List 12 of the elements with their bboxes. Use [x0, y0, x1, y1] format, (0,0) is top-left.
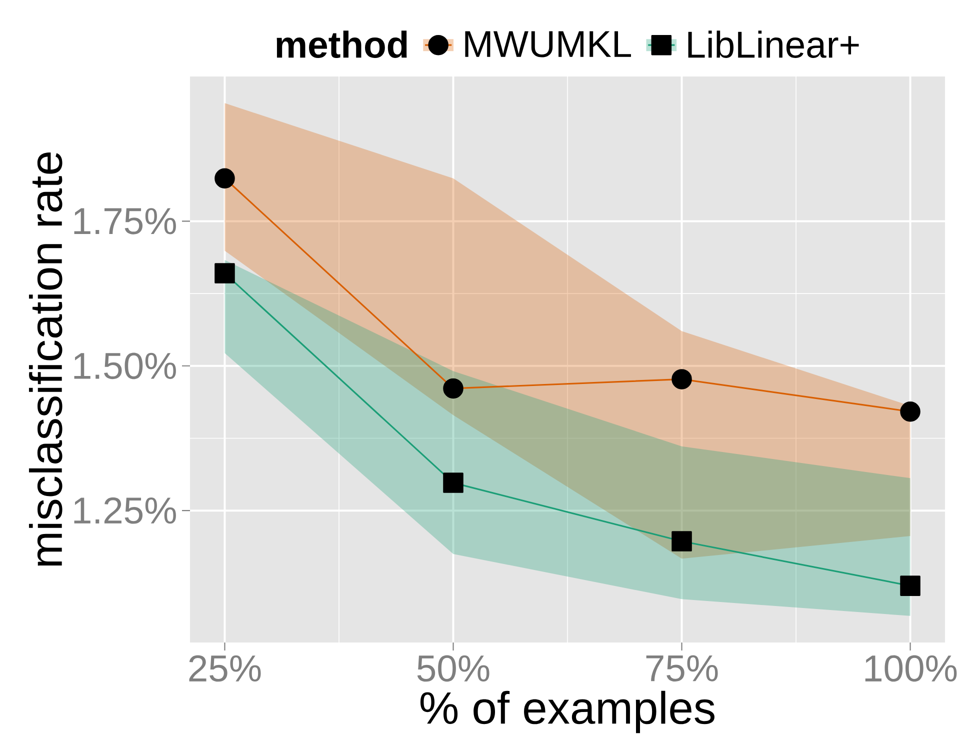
- y-tick-label: 1.75%: [74, 208, 176, 234]
- x-tick-label: 75%: [646, 655, 718, 682]
- x-tick-label: 25%: [189, 655, 261, 682]
- legend-title: method: [276, 30, 407, 58]
- x-axis-title: % of examples: [420, 690, 714, 734]
- x-tick-label: 50%: [417, 655, 490, 682]
- legend-label: LibLinear+: [688, 30, 859, 58]
- y-tick-label: 1.25%: [74, 497, 176, 524]
- y-tick-label: 1.50%: [74, 352, 176, 380]
- y-axis-title: misclassification rate: [28, 152, 62, 566]
- x-tick-label: 100%: [865, 655, 957, 682]
- legend-label: MWUMKL: [465, 31, 631, 58]
